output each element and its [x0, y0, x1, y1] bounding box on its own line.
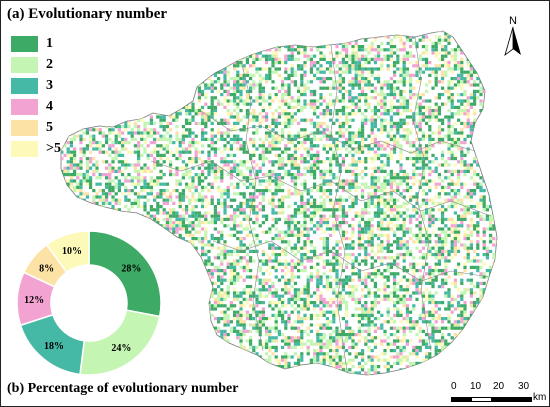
county-boundaries [150, 36, 492, 372]
donut-slice [45, 230, 90, 274]
legend-swatch [11, 57, 38, 73]
donut-slice-label: 8% [39, 263, 54, 274]
map-title: (a) Evolutionary number [7, 6, 168, 22]
legend-label: 3 [46, 78, 53, 93]
legend-swatch [11, 120, 38, 136]
legend-label: >5 [46, 141, 61, 156]
scale-tick-label: 20 [493, 381, 505, 392]
scale-tick-label: 0 [451, 381, 457, 392]
legend-swatch [11, 78, 38, 94]
legend-label: 1 [46, 36, 53, 51]
scale-tick-label: 30 [518, 381, 530, 392]
evolution-donut-chart: 28% 24% 18% 12% 8% 10% [16, 230, 162, 376]
legend-label: 5 [46, 120, 53, 135]
legend-swatch [11, 36, 38, 52]
legend-swatch [11, 141, 38, 157]
donut-slice-label: 24% [111, 343, 131, 354]
scale-bar-graphic [451, 397, 532, 402]
scale-tick-label: 10 [470, 381, 482, 392]
donut-slice-label: 10% [62, 246, 82, 257]
north-label: N [509, 15, 517, 27]
scale-bar: 0 10 20 30 km [443, 381, 547, 405]
donut-slice-label: 28% [121, 263, 141, 274]
legend-label: 2 [46, 57, 53, 72]
legend-label: 4 [46, 99, 53, 114]
legend-swatch [11, 99, 38, 115]
north-arrow-icon: N [504, 15, 521, 57]
scale-unit: km [533, 392, 547, 403]
donut-slice-label: 18% [44, 341, 64, 352]
donut-slice-label: 12% [24, 295, 44, 306]
chart-title: (b) Percentage of evolutionary number [7, 381, 239, 396]
